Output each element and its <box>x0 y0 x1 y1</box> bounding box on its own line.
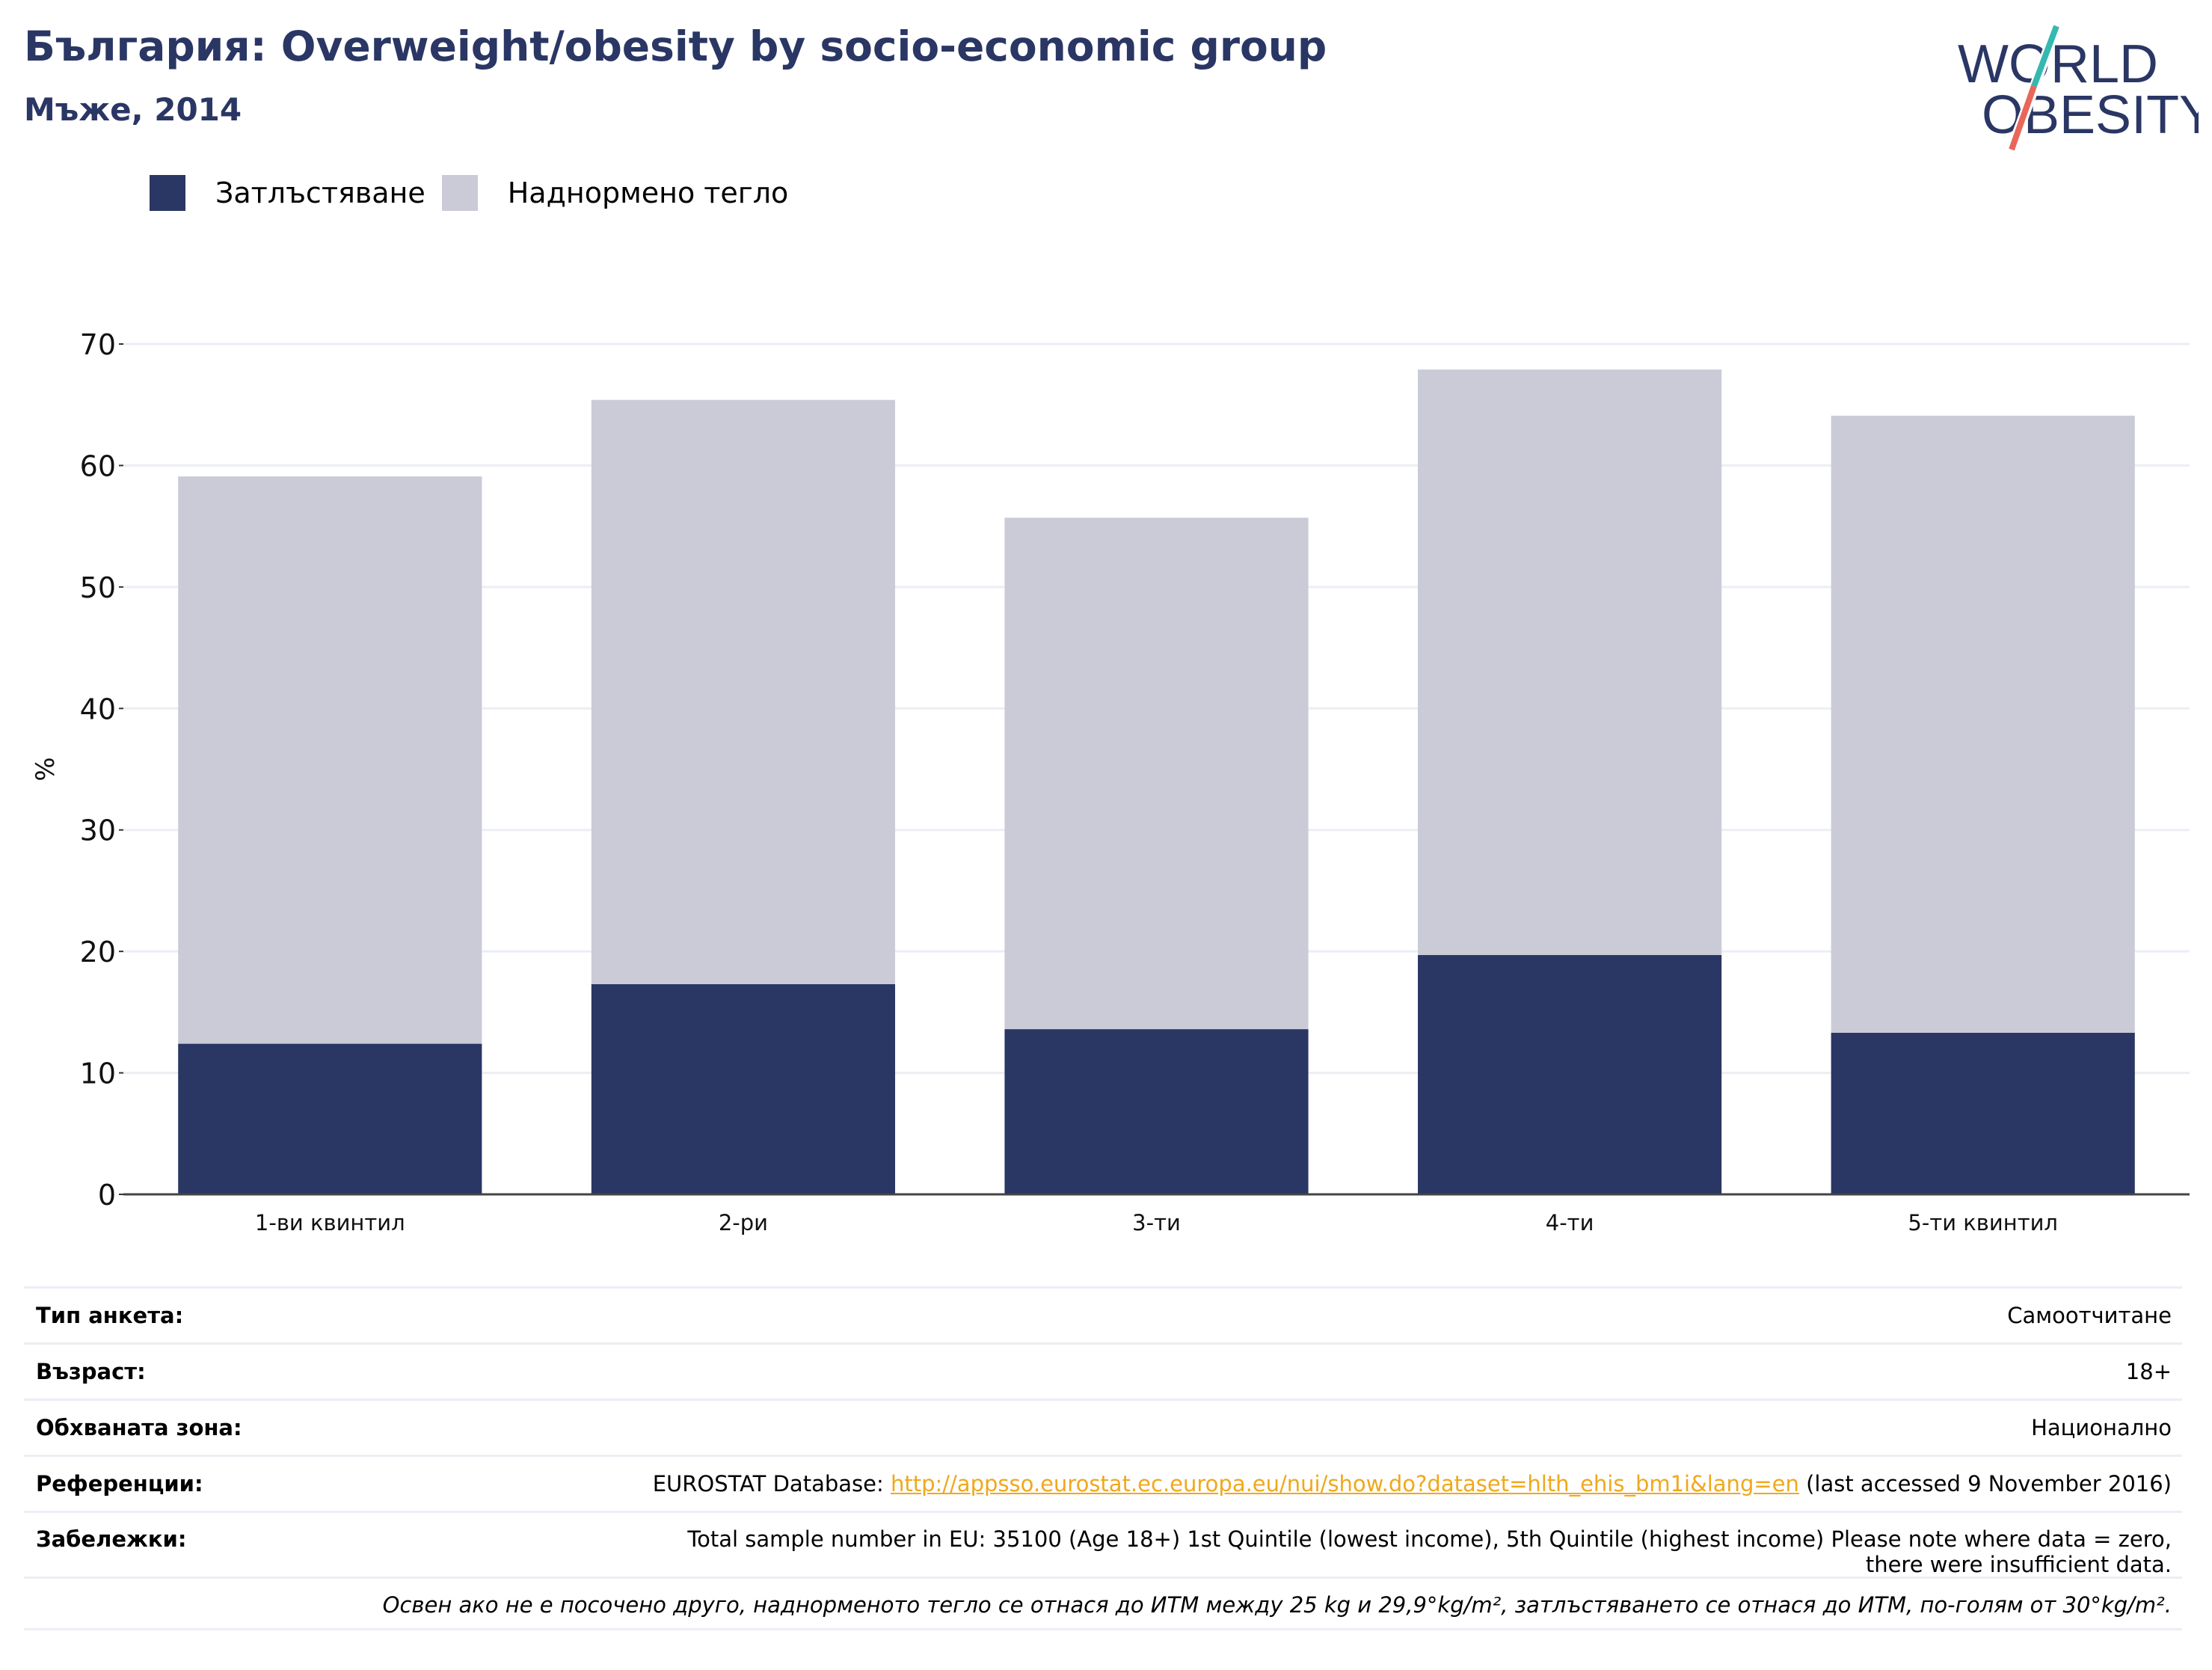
logo-line1: WORLD <box>1958 34 2158 94</box>
survey-type-label: Тип анкета: <box>36 1303 184 1328</box>
legend-label-overweight: Наднормено тегло <box>507 176 789 209</box>
y-tick-label: 30 <box>80 814 116 847</box>
info-row-references: Референции: EUROSTAT Database: http://ap… <box>24 1455 2182 1511</box>
notes-label: Забележки: <box>36 1526 187 1552</box>
y-tick-label: 40 <box>80 693 116 725</box>
bar-overweight <box>1831 415 2135 1033</box>
legend-label-obesity: Затлъстяване <box>215 176 425 209</box>
bar-overweight <box>591 399 895 984</box>
info-row-area: Обхваната зона: Национално <box>24 1399 2182 1455</box>
area-label: Обхваната зона: <box>36 1415 242 1440</box>
references-suffix: (last accessed 9 November 2016) <box>1798 1471 2172 1496</box>
age-value: 18+ <box>2125 1359 2172 1384</box>
y-tick-label: 50 <box>80 571 116 604</box>
chart-title: България: Overweight/obesity by socio-ec… <box>24 22 1327 70</box>
references-label: Референции: <box>36 1471 203 1496</box>
area-value: Национално <box>2031 1415 2172 1440</box>
y-tick-label: 0 <box>98 1179 116 1212</box>
bar-obesity <box>1831 1032 2135 1194</box>
x-tick-label: 1-ви квинтил <box>255 1210 405 1235</box>
bar-obesity <box>591 983 895 1194</box>
stacked-bar-chart: 0 10 20 30 40 50 60 70% 1-ви квинтил 2-ри 3-ти 4-ти… <box>31 328 2190 1235</box>
chart-legend: Затлъстяване Наднормено тегло <box>150 174 803 212</box>
legend-swatch-obesity <box>150 175 185 211</box>
x-tick-label: 4-ти <box>1546 1210 1594 1235</box>
x-tick-label: 2-ри <box>719 1210 768 1235</box>
notes-line2: there were insufficient data. <box>1865 1552 2172 1577</box>
y-tick-label: 10 <box>80 1057 116 1090</box>
x-tick-label: 5-ти квинтил <box>1908 1210 2058 1235</box>
info-row-age: Възраст: 18+ <box>24 1342 2182 1399</box>
notes-value: Total sample number in EU: 35100 (Age 18… <box>687 1526 2182 1577</box>
bar-obesity <box>1418 955 1722 1194</box>
bar-overweight <box>1004 518 1309 1030</box>
survey-type-value: Самоотчитане <box>2007 1303 2172 1328</box>
references-prefix: EUROSTAT Database: <box>652 1471 891 1496</box>
references-link[interactable]: http://appsso.eurostat.ec.europa.eu/nui/… <box>890 1471 1799 1496</box>
y-axis-label: % <box>31 757 61 781</box>
x-tick-label: 3-ти <box>1132 1210 1181 1235</box>
references-value: EUROSTAT Database: http://appsso.eurosta… <box>653 1457 2182 1511</box>
bar-overweight <box>178 476 482 1044</box>
info-row-notes: Забележки: Total sample number in EU: 35… <box>24 1511 2182 1587</box>
bmi-footnote: Освен ако не е посочено друго, наднормен… <box>24 1577 2182 1630</box>
info-row-survey-type: Тип анкета: Самоотчитане <box>24 1286 2182 1342</box>
y-tick-label: 70 <box>80 328 116 361</box>
world-obesity-logo: WORLD OBESITY <box>1958 24 2199 152</box>
notes-line1: Total sample number in EU: 35100 (Age 18… <box>687 1526 2172 1552</box>
y-tick-label: 20 <box>80 936 116 968</box>
legend-swatch-overweight <box>441 175 478 211</box>
bar-obesity <box>1004 1029 1309 1194</box>
info-table: Тип анкета: Самоотчитане Възраст: 18+ Об… <box>24 1286 2182 1587</box>
bar-obesity <box>178 1043 482 1194</box>
chart-subtitle: Мъже, 2014 <box>24 91 242 128</box>
age-label: Възраст: <box>36 1359 146 1384</box>
y-tick-label: 60 <box>80 449 116 482</box>
bar-overweight <box>1418 369 1722 956</box>
